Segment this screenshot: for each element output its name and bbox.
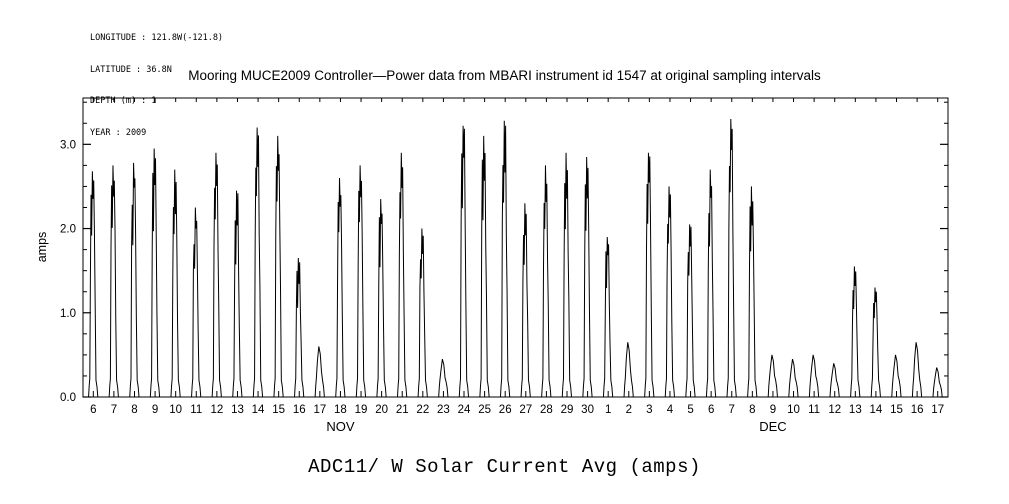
x-tick-label: 11 — [808, 404, 820, 416]
x-tick-label: 4 — [667, 404, 674, 416]
x-tick-label: 18 — [334, 404, 347, 416]
x-tick-label: 15 — [890, 404, 903, 416]
x-tick-label: 13 — [231, 404, 244, 416]
month-label: NOV — [326, 419, 355, 434]
x-tick-label: 11 — [190, 404, 202, 416]
x-tick-label: 21 — [396, 404, 409, 416]
chart-caption: ADC11/ W Solar Current Avg (amps) — [308, 456, 701, 478]
x-tick-label: 16 — [293, 404, 306, 416]
x-tick-label: 6 — [708, 404, 714, 416]
metadata-depth: DEPTH (m) : 1 — [90, 96, 157, 106]
x-tick-label: 7 — [111, 404, 117, 416]
x-tick-label: 28 — [540, 404, 553, 416]
chart-title: Mooring MUCE2009 Controller—Power data f… — [188, 68, 821, 83]
plot-area: 0.01.02.03.06 7 8 9 10 11 12 13 14 15 16 17 18 19 20 21… — [60, 97, 949, 434]
plot-frame — [82, 97, 949, 398]
x-tick-label: 6 — [90, 404, 96, 416]
x-tick-label: 25 — [478, 404, 491, 416]
month-label: DEC — [759, 419, 786, 434]
x-tick-label: 13 — [849, 404, 862, 416]
x-tick-label: 27 — [519, 404, 532, 416]
y-tick-label: 1.0 — [60, 308, 76, 320]
metadata-block: LONGITUDE : 121.8W(-121.8) LATITUDE : 36… — [90, 12, 223, 159]
x-tick-label: 17 — [313, 404, 326, 416]
x-tick-label: 29 — [561, 404, 574, 416]
x-tick-label: 20 — [375, 404, 388, 416]
x-tick-label: 30 — [581, 404, 594, 416]
x-tick-label: 9 — [770, 404, 776, 416]
x-tick-label: 26 — [499, 404, 512, 416]
x-tick-label: 17 — [931, 404, 944, 416]
x-tick-label: 12 — [828, 404, 841, 416]
x-tick-label: 14 — [870, 404, 883, 416]
x-tick-label: 10 — [169, 404, 182, 416]
y-tick-label: 2.0 — [60, 224, 76, 236]
x-tick-label: 19 — [355, 404, 368, 416]
x-tick-label: 15 — [272, 404, 285, 416]
x-tick-label: 14 — [252, 404, 265, 416]
metadata-year: YEAR : 2009 — [90, 127, 147, 138]
x-tick-label: 12 — [210, 404, 223, 416]
metadata-longitude: LONGITUDE : 121.8W(-121.8) — [90, 33, 224, 43]
x-tick-label: 7 — [729, 404, 735, 416]
x-tick-label: 8 — [131, 404, 137, 416]
x-tick-label: 22 — [416, 404, 429, 416]
x-tick-label: 8 — [749, 404, 755, 416]
x-tick-label: 1 — [605, 404, 611, 416]
y-tick-label: 3.0 — [60, 139, 76, 151]
x-tick-label: 9 — [152, 404, 158, 416]
x-tick-label: 23 — [437, 404, 450, 416]
x-tick-label: 2 — [626, 404, 632, 416]
x-tick-label: 10 — [787, 404, 800, 416]
series-line-solar-current — [83, 119, 948, 398]
x-tick-label: 5 — [687, 404, 693, 416]
x-tick-label: 16 — [911, 404, 924, 416]
metadata-latitude: LATITUDE : 36.8N — [90, 64, 172, 75]
x-tick-label: 24 — [458, 404, 471, 416]
x-tick-label: 3 — [646, 404, 652, 416]
y-tick-label: 0.0 — [60, 392, 76, 404]
